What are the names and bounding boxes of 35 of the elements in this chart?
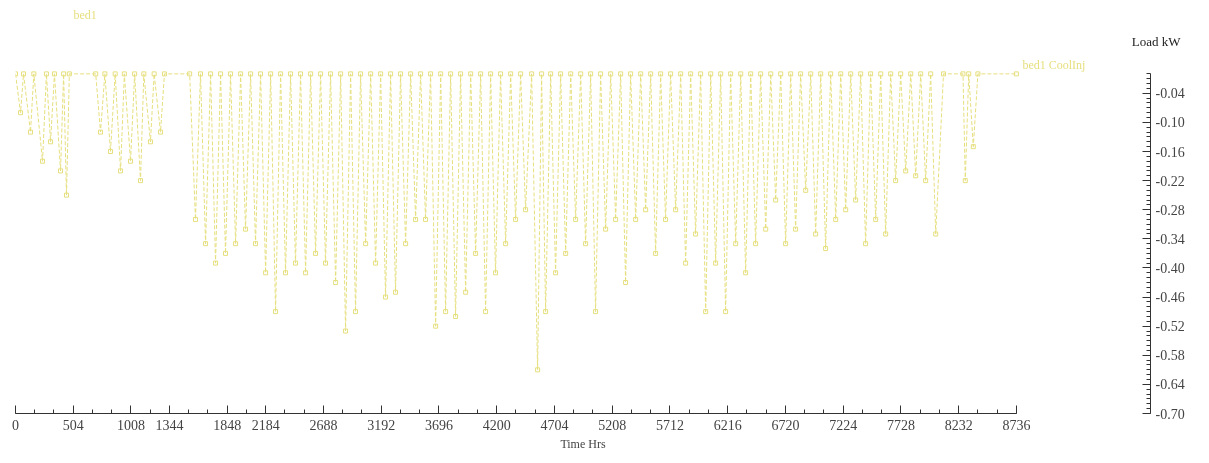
y-tick-label: -0.46: [1155, 290, 1185, 306]
x-tick-label: 2184: [251, 417, 280, 433]
x-tick-label: 4704: [540, 417, 569, 433]
x-tick-label: 2688: [309, 417, 338, 433]
x-tick-label: 504: [62, 417, 84, 433]
x-tick-label: 0: [12, 417, 19, 433]
y-tick-label: -0.10: [1155, 115, 1185, 131]
y-tick-label: -0.40: [1155, 260, 1185, 276]
y-axis-title: Load kW: [1131, 33, 1182, 49]
x-tick-label: 7224: [829, 417, 858, 433]
x-tick-label: 1344: [155, 417, 184, 433]
x-tick-label: 1008: [116, 417, 145, 433]
x-tick-label: 3696: [424, 417, 453, 433]
chart-title: bed1: [73, 7, 97, 22]
x-tick-label: 5208: [598, 417, 627, 433]
x-tick-label: 7728: [886, 417, 915, 433]
y-tick-label: -0.52: [1155, 319, 1185, 335]
x-axis-title: Time Hrs: [560, 436, 606, 451]
x-tick-label: 6720: [771, 417, 800, 433]
x-tick-label: 8736: [1002, 417, 1031, 433]
y-tick-label: -0.16: [1155, 144, 1185, 160]
y-tick-label: -0.70: [1155, 406, 1185, 422]
series-label: bed1 CoolInj: [1022, 57, 1086, 72]
x-tick-label: 4200: [482, 417, 511, 433]
y-tick-label: -0.34: [1155, 231, 1185, 247]
y-tick-label: -0.58: [1155, 348, 1185, 364]
x-tick-label: 8232: [944, 417, 973, 433]
x-tick-label: 1848: [213, 417, 242, 433]
x-tick-label: 5712: [655, 417, 684, 433]
y-tick-label: -0.28: [1155, 202, 1185, 218]
y-tick-label: -0.22: [1155, 173, 1185, 189]
x-tick-label: 3192: [367, 417, 396, 433]
y-tick-label: -0.64: [1155, 377, 1185, 393]
x-tick-label: 6216: [713, 417, 742, 433]
y-tick-label: -0.04: [1155, 86, 1185, 102]
